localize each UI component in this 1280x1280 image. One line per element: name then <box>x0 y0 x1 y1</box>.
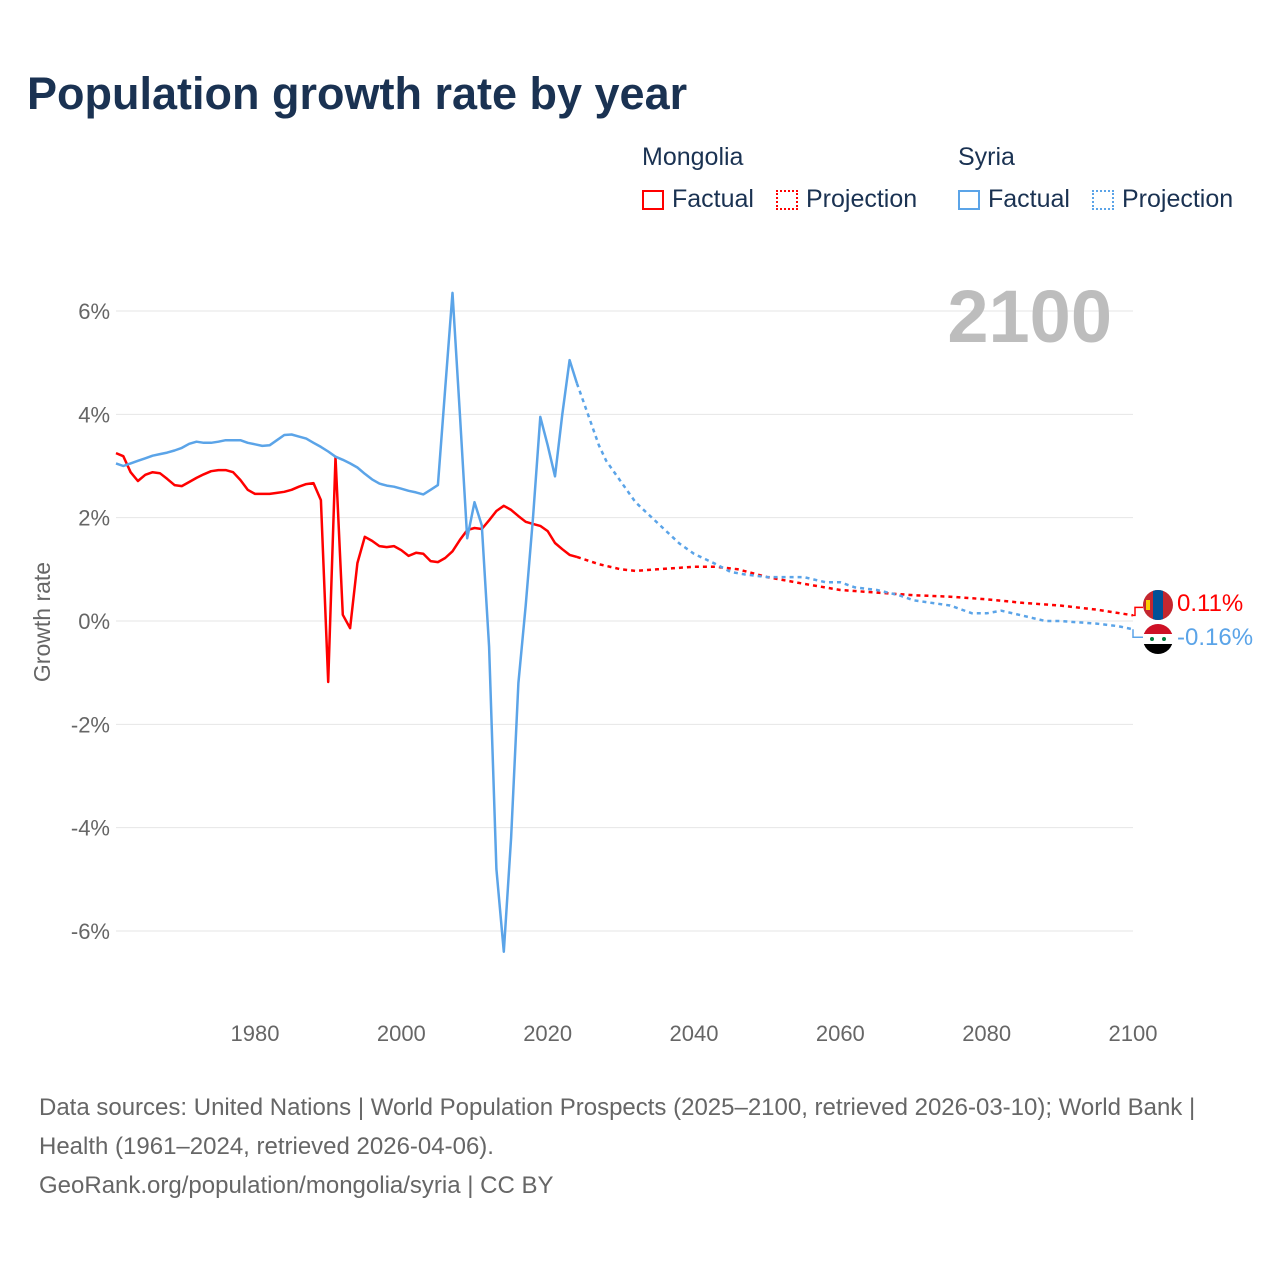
legend-swatch <box>642 190 664 210</box>
y-axis-label: Growth rate <box>29 562 55 682</box>
legend-swatch <box>1092 190 1114 210</box>
x-tick-label: 2020 <box>523 1021 572 1046</box>
chart-title: Population growth rate by year <box>27 68 688 119</box>
y-tick-label: 0% <box>78 609 110 634</box>
mongolia-end-value: 0.11% <box>1177 590 1243 617</box>
x-tick-label: 2040 <box>670 1021 719 1046</box>
legend-swatch <box>776 190 798 210</box>
x-tick-label: 2100 <box>1109 1021 1158 1046</box>
y-tick-label: 6% <box>78 299 110 324</box>
legend-syria-projection[interactable]: Projection <box>1092 185 1233 214</box>
mongolia-factual-line <box>115 451 578 684</box>
x-tick-label: 2000 <box>377 1021 426 1046</box>
mongolia-projection-line <box>576 555 1134 617</box>
mongolia-label-connector <box>1133 606 1143 617</box>
legend-label: Projection <box>1122 185 1234 213</box>
syria-factual-line <box>115 291 579 953</box>
x-tick-label: 2080 <box>962 1021 1011 1046</box>
syria-projection-line <box>575 382 1134 631</box>
y-tick-label: 4% <box>78 402 110 427</box>
legend-mongolia-projection[interactable]: Projection <box>776 185 917 214</box>
plot-area: 6% 4% 2% 0% -2% -4% -6% 1980 2000 2020 2040 2060 208… <box>29 275 1253 1046</box>
year-label: 2100 <box>947 275 1112 358</box>
legend-label: Projection <box>806 185 918 213</box>
source-link[interactable]: GeoRank.org/population/mongolia/syria | … <box>39 1172 554 1199</box>
legend-label: Factual <box>672 185 754 213</box>
syria-label-connector <box>1132 629 1143 639</box>
legend-group-syria: Syria <box>958 143 1015 171</box>
mongolia-flag-icon <box>1143 590 1173 620</box>
x-tick-label: 1980 <box>231 1021 280 1046</box>
source-note: Data sources: United Nations | World Pop… <box>39 1088 1239 1205</box>
legend-group-mongolia: Mongolia <box>642 143 744 171</box>
legend-label: Factual <box>988 185 1070 213</box>
y-tick-label: 2% <box>78 506 110 531</box>
y-tick-label: -4% <box>71 816 110 841</box>
legend-syria-factual[interactable]: Factual <box>958 185 1070 214</box>
x-tick-label: 2060 <box>816 1021 865 1046</box>
syria-flag-icon <box>1143 624 1173 654</box>
y-tick-label: -6% <box>71 919 110 944</box>
legend-swatch <box>958 190 980 210</box>
syria-end-value: -0.16% <box>1177 624 1253 651</box>
y-tick-label: -2% <box>71 712 110 737</box>
legend-mongolia-factual[interactable]: Factual <box>642 185 754 214</box>
data-sources: Data sources: United Nations | World Pop… <box>39 1094 1196 1160</box>
